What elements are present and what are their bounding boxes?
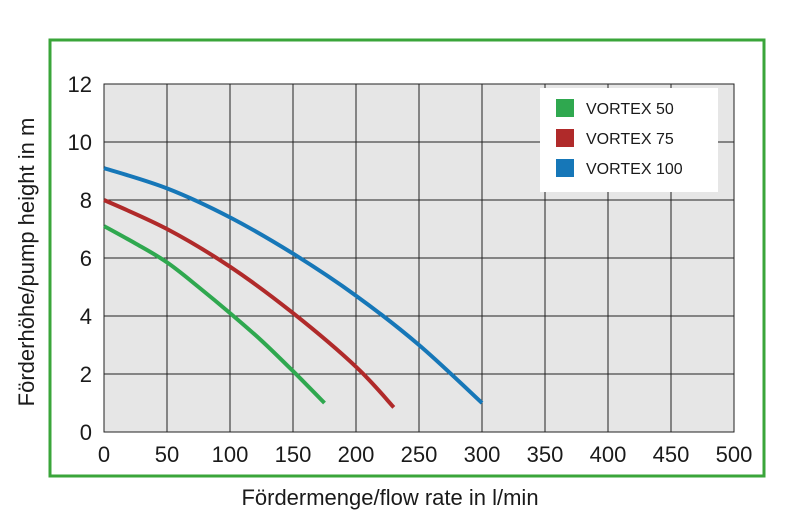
- legend: VORTEX 50 VORTEX 75 VORTEX 100: [540, 88, 718, 192]
- x-tick-label: 300: [464, 442, 501, 467]
- series-line-vortex-100: [103, 166, 484, 405]
- y-tick-labels: 0 2 4 6 8 10 12: [68, 72, 92, 445]
- x-tick-label: 200: [338, 442, 375, 467]
- legend-label-vortex-100: VORTEX 100: [586, 161, 683, 178]
- x-tick-label: 0: [98, 442, 110, 467]
- grid-lines: [103, 83, 735, 433]
- series-line-vortex-50: [103, 224, 326, 405]
- x-tick-labels: 0 50 100 150 200 250 300 350 400 450 500: [98, 442, 752, 467]
- x-tick-label: 100: [212, 442, 249, 467]
- x-tick-label: 450: [653, 442, 690, 467]
- y-axis-title: Förderhöhe/pump height in m: [14, 118, 39, 407]
- x-tick-label: 350: [527, 442, 564, 467]
- x-tick-label: 400: [590, 442, 627, 467]
- x-axis-title: Fördermenge/flow rate in l/min: [241, 485, 538, 510]
- y-tick-label: 6: [80, 246, 92, 271]
- legend-swatch-vortex-75: [556, 129, 574, 147]
- x-tick-label: 500: [716, 442, 753, 467]
- legend-swatch-vortex-100: [556, 159, 574, 177]
- x-tick-label: 150: [275, 442, 312, 467]
- y-tick-label: 10: [68, 130, 92, 155]
- y-tick-label: 2: [80, 362, 92, 387]
- x-tick-label: 50: [155, 442, 179, 467]
- y-tick-label: 4: [80, 304, 92, 329]
- x-tick-label: 250: [401, 442, 438, 467]
- legend-label-vortex-50: VORTEX 50: [586, 101, 674, 118]
- legend-label-vortex-75: VORTEX 75: [586, 131, 674, 148]
- series-line-vortex-75: [103, 198, 396, 409]
- data-series: [103, 166, 484, 409]
- y-tick-label: 12: [68, 72, 92, 97]
- y-tick-label: 0: [80, 420, 92, 445]
- legend-swatch-vortex-50: [556, 99, 574, 117]
- y-tick-label: 8: [80, 188, 92, 213]
